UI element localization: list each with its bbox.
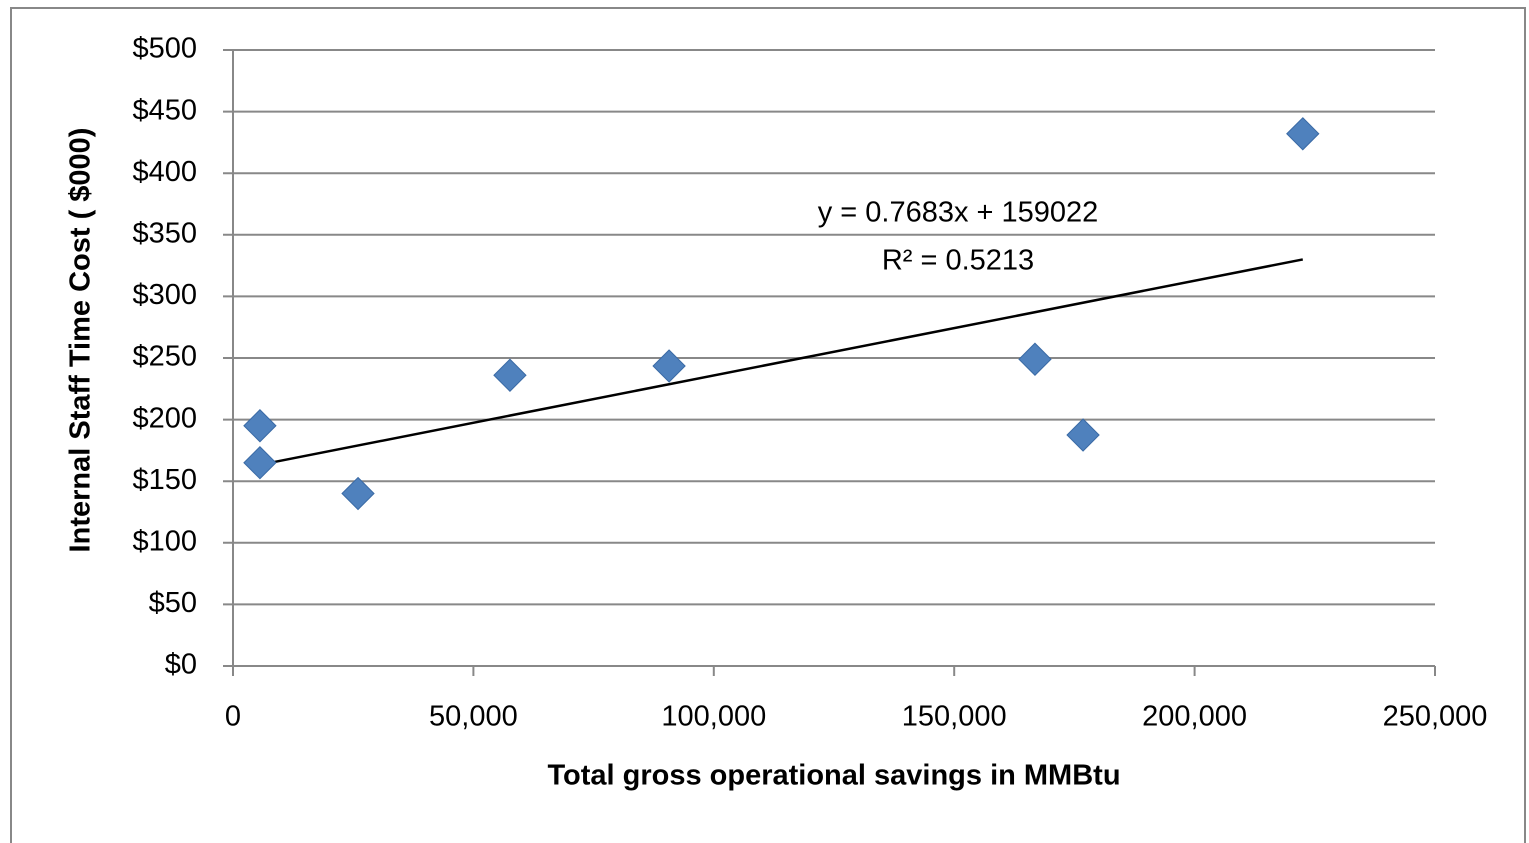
y-tick-label: $0	[165, 649, 197, 681]
x-tick-label: 0	[225, 701, 241, 733]
data-point	[1018, 342, 1052, 376]
chart-border	[10, 7, 1526, 843]
x-tick-label: 150,000	[902, 701, 1007, 733]
y-tick-label: $450	[132, 94, 197, 126]
data-point	[493, 358, 527, 392]
x-tick-label: 250,000	[1383, 701, 1488, 733]
data-point	[243, 409, 277, 443]
data-point	[341, 476, 375, 511]
data-point	[1066, 418, 1100, 452]
trendline	[259, 258, 1304, 467]
x-tick-label: 200,000	[1142, 701, 1247, 733]
y-tick-label: $400	[132, 156, 197, 188]
data-point	[243, 446, 277, 480]
y-tick-label: $150	[132, 464, 197, 496]
y-tick-label: $100	[132, 525, 197, 557]
y-tick-label: $500	[132, 33, 197, 65]
y-axis-label: Internal Staff Time Cost ( $000)	[65, 128, 97, 553]
y-tick-label: $300	[132, 279, 197, 311]
data-point	[1286, 117, 1320, 151]
y-tick-label: $50	[149, 587, 197, 619]
trendline-equation: y = 0.7683x + 159022	[818, 197, 1099, 229]
y-tick-label: $200	[132, 402, 197, 434]
trendline-r-squared: R² = 0.5213	[882, 245, 1034, 277]
y-tick-label: $350	[132, 217, 197, 249]
data-point	[652, 349, 686, 383]
y-tick-label: $250	[132, 341, 197, 373]
x-axis-label: Total gross operational savings in MMBtu	[547, 760, 1120, 792]
x-tick-label: 100,000	[661, 701, 766, 733]
x-tick-label: 50,000	[429, 701, 518, 733]
